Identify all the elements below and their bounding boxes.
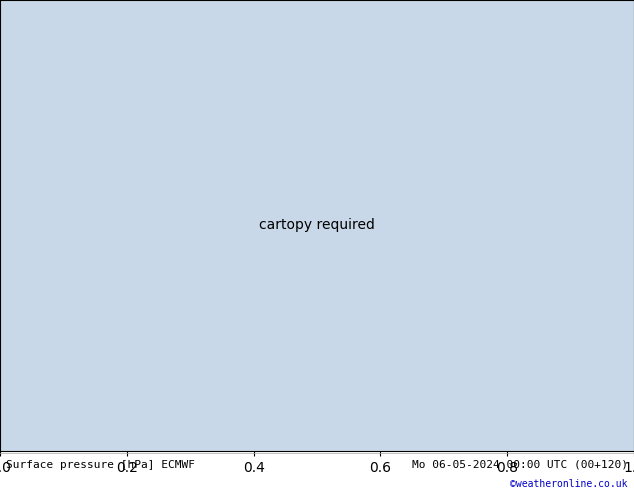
Text: ©weatheronline.co.uk: ©weatheronline.co.uk bbox=[510, 479, 628, 489]
Text: Mo 06-05-2024 00:00 UTC (00+120): Mo 06-05-2024 00:00 UTC (00+120) bbox=[411, 460, 628, 469]
Text: cartopy required: cartopy required bbox=[259, 219, 375, 232]
Text: Surface pressure [hPa] ECMWF: Surface pressure [hPa] ECMWF bbox=[6, 460, 195, 469]
